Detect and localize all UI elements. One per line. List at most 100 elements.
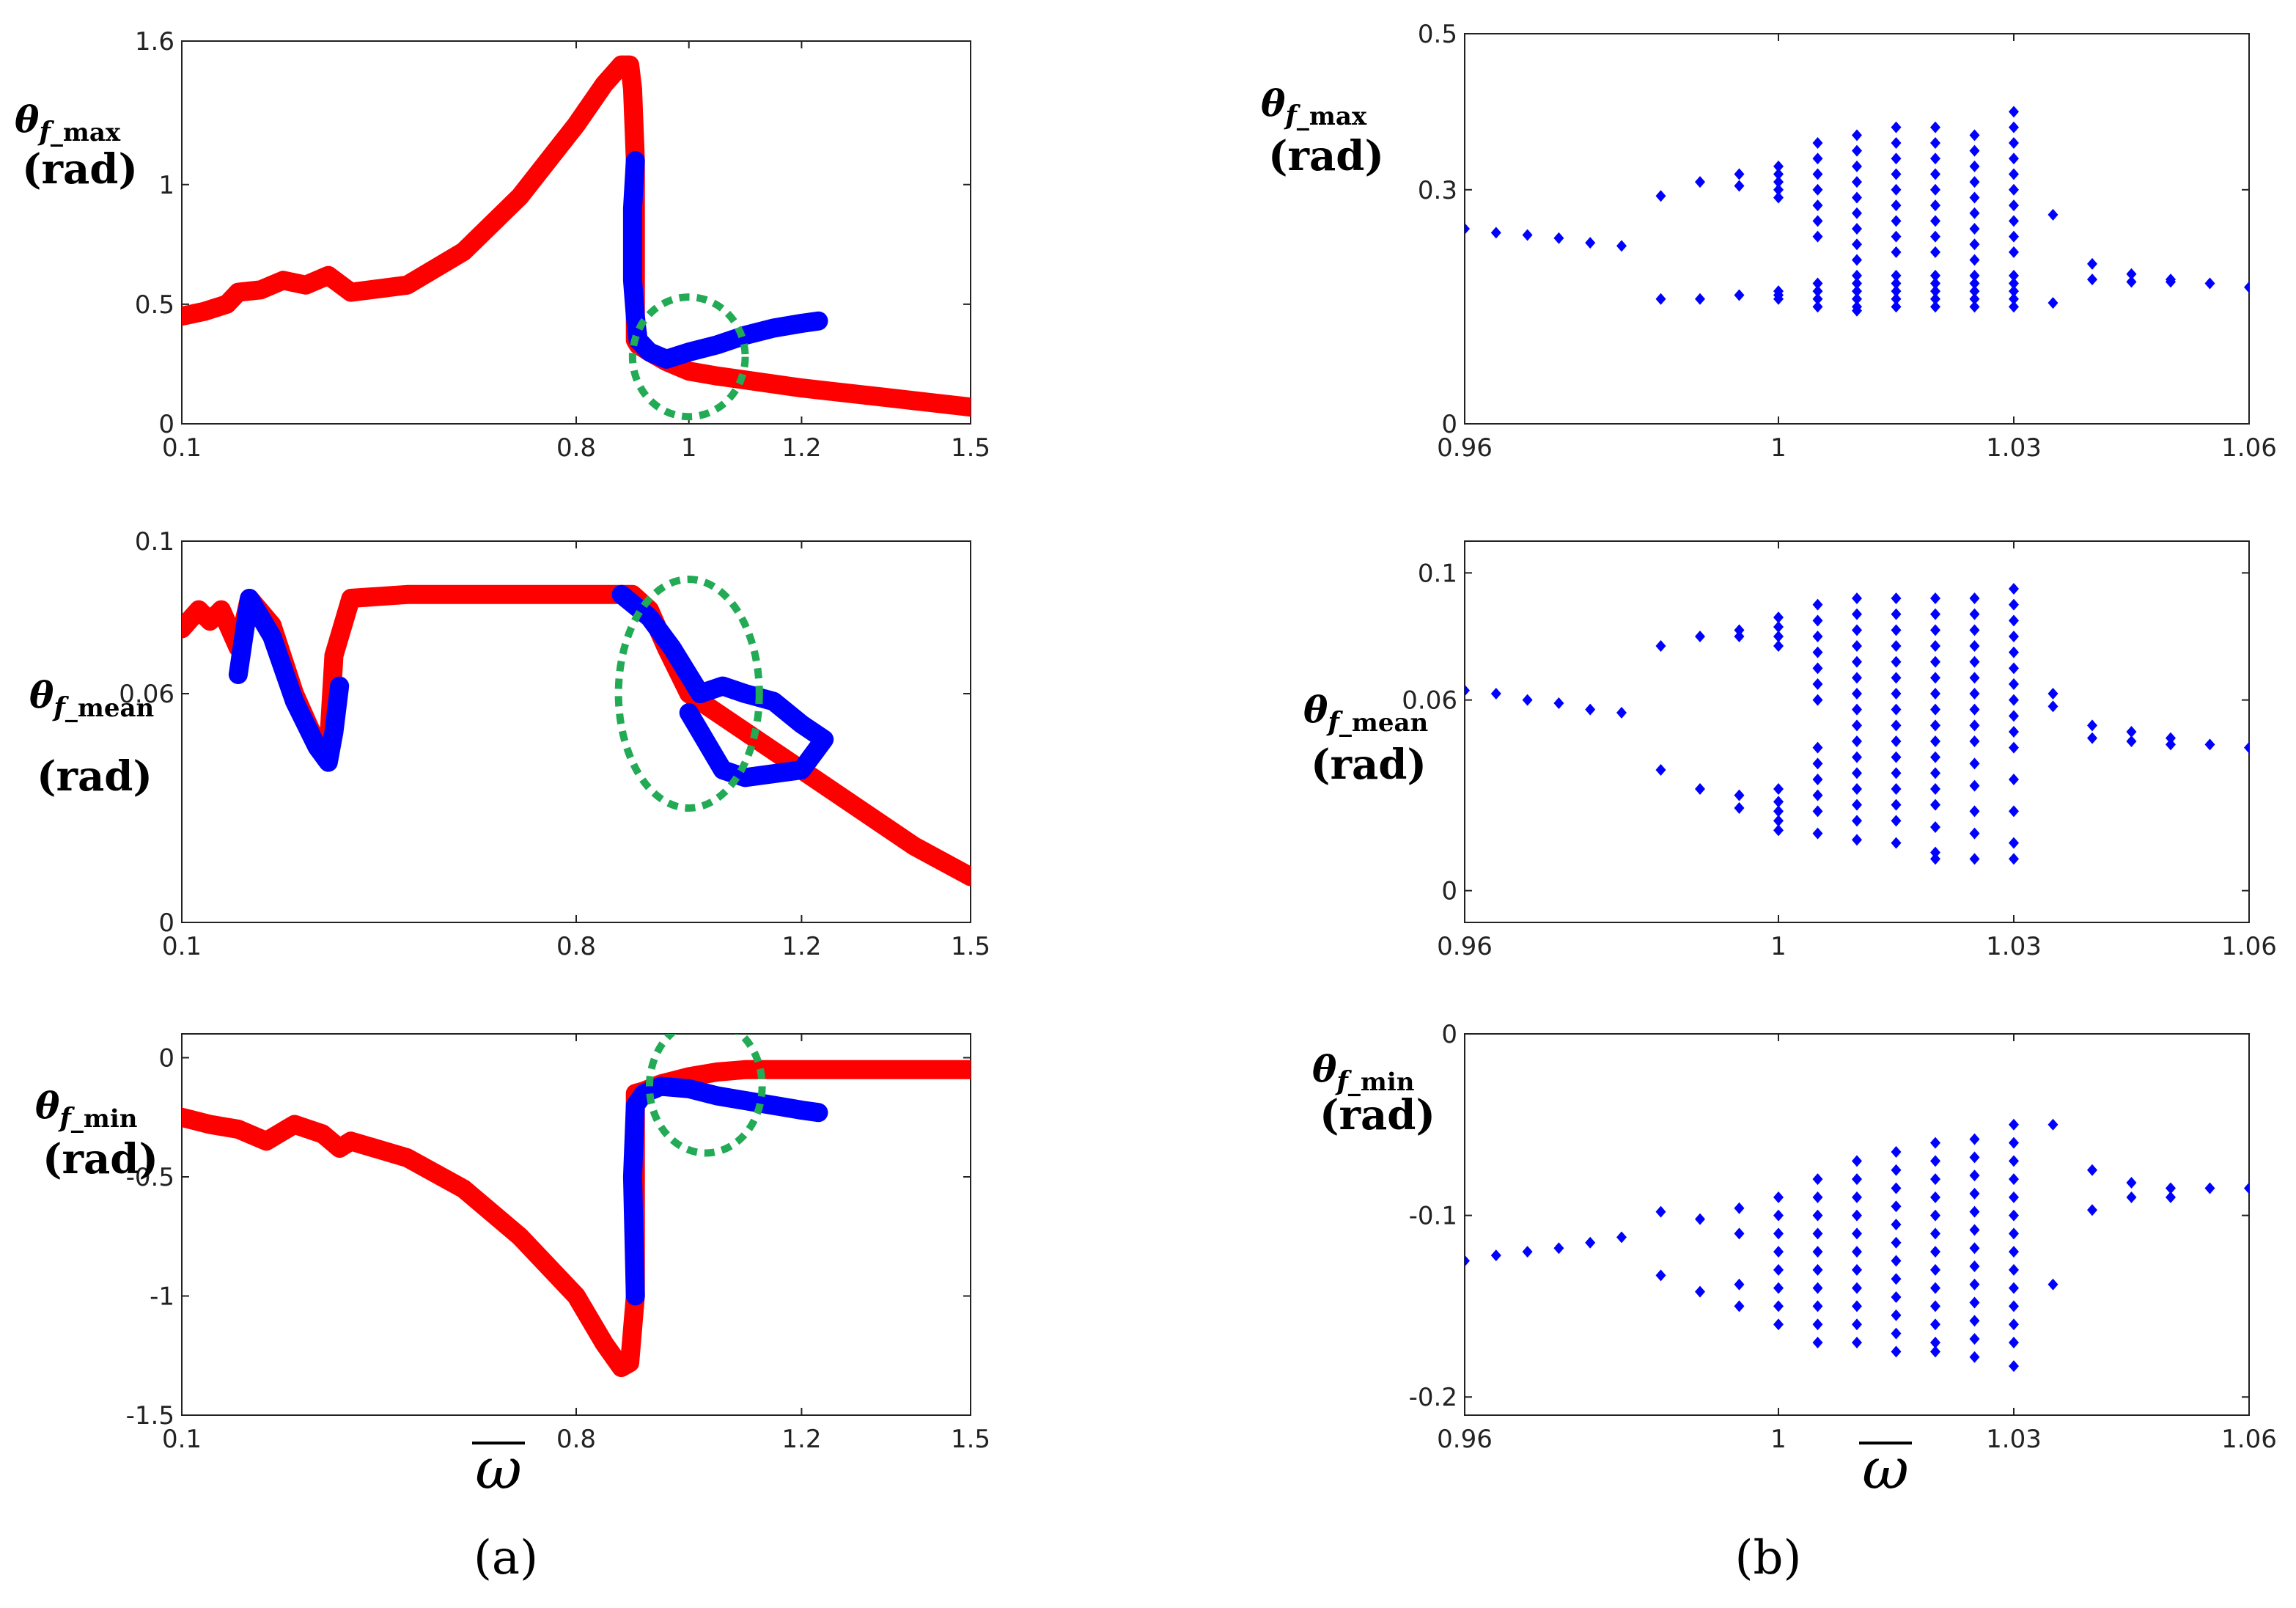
scatter-point — [2009, 106, 2019, 118]
label-subscript: _min — [1348, 1068, 1415, 1097]
scatter-point — [1773, 815, 1784, 827]
scatter-point — [1773, 1209, 1784, 1222]
scatter-point — [1852, 293, 1862, 305]
y-axis-label: θf_min — [1312, 1047, 1414, 1097]
scatter-point — [1891, 688, 1902, 700]
scatter-point — [2126, 276, 2137, 288]
series-line-blue — [622, 1076, 828, 1306]
scatter-point — [1695, 176, 1705, 188]
scatter-point — [1852, 238, 1862, 251]
scatter-point — [1852, 767, 1862, 779]
scatter-point — [1773, 1227, 1784, 1240]
scatter-point — [2126, 726, 2137, 738]
scatter-point — [1812, 277, 1823, 290]
scatter-point — [1773, 612, 1784, 623]
scatter-point — [1969, 269, 1980, 282]
scatter-point — [2009, 1191, 2019, 1203]
scatter-point — [1891, 285, 1902, 298]
scatter-point — [1969, 805, 1980, 818]
scatter-point — [1930, 767, 1940, 779]
scatter-point — [1852, 1173, 1862, 1186]
scatter-point — [1812, 1191, 1823, 1203]
scatter-point — [1852, 592, 1862, 604]
scatter-point — [1852, 783, 1862, 795]
scatter-point — [1465, 1255, 1470, 1267]
scatter-point — [1930, 735, 1940, 747]
scatter-point — [1695, 293, 1705, 305]
scatter-point — [1891, 153, 1902, 165]
x-tick-label: 0.96 — [1437, 1425, 1493, 1454]
x-tick-label: 1.2 — [781, 1425, 821, 1454]
scatter-point — [1891, 624, 1902, 636]
scatter-point — [2126, 735, 2137, 747]
scatter-point — [2087, 1164, 2097, 1176]
scatter-point — [1969, 1278, 1980, 1291]
scatter-point — [2009, 293, 2019, 305]
scatter-point — [1891, 168, 1902, 180]
scatter-point — [1969, 703, 1980, 716]
series-line-red — [182, 55, 971, 417]
scatter-point — [2009, 1118, 2019, 1131]
scatter-point — [1969, 592, 1980, 604]
plot-frame — [1464, 540, 2250, 923]
scatter-point — [2047, 208, 2058, 221]
scatter-point — [1773, 1318, 1784, 1331]
y-tick-label: 1 — [158, 171, 174, 200]
x-tick-label: 1 — [1770, 433, 1787, 463]
scatter-point — [1852, 285, 1862, 298]
y-axis-label: θf_mean — [29, 673, 154, 723]
y-axis-unit: (rad) — [1268, 132, 1384, 180]
scatter-point — [1522, 229, 1533, 241]
scatter-point — [1522, 1246, 1533, 1258]
scatter-point — [1852, 751, 1862, 763]
scatter-point — [1812, 1227, 1823, 1240]
scatter-point — [1734, 789, 1745, 801]
scatter-point — [1490, 1249, 1501, 1262]
scatter-point — [2009, 121, 2019, 133]
scatter-point — [1969, 207, 1980, 219]
plot-frame — [1464, 1033, 2250, 1416]
scatter-point — [1891, 1309, 1902, 1321]
scatter-point — [1969, 1242, 1980, 1255]
plot-area — [1465, 106, 2249, 317]
x-tick-label: 1.06 — [2221, 932, 2277, 961]
scatter-point — [1891, 656, 1902, 668]
scatter-point — [1773, 1246, 1784, 1258]
scatter-point — [1969, 735, 1980, 747]
scatter-point — [1812, 199, 1823, 212]
y-tick-label: 0 — [158, 1044, 174, 1073]
scatter-point — [1734, 624, 1745, 636]
series-line-blue — [622, 151, 828, 369]
y-tick-label: 0.3 — [1418, 176, 1457, 205]
scatter-point — [2009, 277, 2019, 290]
scatter-point — [1852, 1336, 1862, 1348]
scatter-point — [2009, 1318, 2019, 1331]
scatter-point — [1969, 757, 1980, 770]
scatter-point — [2009, 583, 2019, 595]
scatter-point — [2047, 688, 2058, 700]
y-axis-unit: (rad) — [22, 145, 138, 194]
scatter-point — [1891, 1236, 1902, 1249]
x-tick-label: 0.1 — [162, 433, 202, 463]
x-tick-label: 1.06 — [2221, 433, 2277, 463]
label-subscript: _max — [51, 118, 121, 147]
scatter-point — [1930, 153, 1940, 165]
scatter-point — [1852, 1227, 1862, 1240]
scatter-point — [1553, 1242, 1564, 1255]
scatter-point — [2166, 276, 2176, 288]
scatter-point — [1852, 304, 1862, 317]
x-tick-label: 0.96 — [1437, 433, 1493, 463]
series-line-blue — [228, 589, 350, 772]
scatter-point — [1930, 719, 1940, 732]
theta-symbol: θ — [1303, 688, 1328, 731]
theta-symbol: θ — [1261, 81, 1286, 125]
scatter-point — [1465, 223, 1470, 235]
scatter-point — [1930, 624, 1940, 636]
y-axis-label: θf_mean — [1303, 688, 1428, 738]
label-subscript: _mean — [1339, 708, 1428, 738]
scatter-point — [1969, 640, 1980, 652]
scatter-point — [1891, 783, 1902, 795]
y-axis-label: θf_max — [15, 98, 121, 147]
scatter-point — [1930, 285, 1940, 298]
scatter-point — [1852, 144, 1862, 157]
